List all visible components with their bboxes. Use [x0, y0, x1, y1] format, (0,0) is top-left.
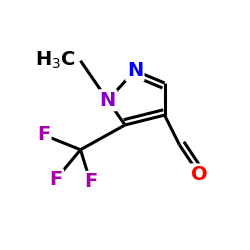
- Text: F: F: [37, 126, 50, 144]
- Text: N: N: [127, 61, 143, 80]
- Text: F: F: [84, 172, 97, 191]
- Text: O: O: [191, 165, 208, 184]
- Text: F: F: [49, 170, 62, 189]
- Text: N: N: [100, 91, 116, 110]
- Text: H$_3$C: H$_3$C: [35, 50, 76, 71]
